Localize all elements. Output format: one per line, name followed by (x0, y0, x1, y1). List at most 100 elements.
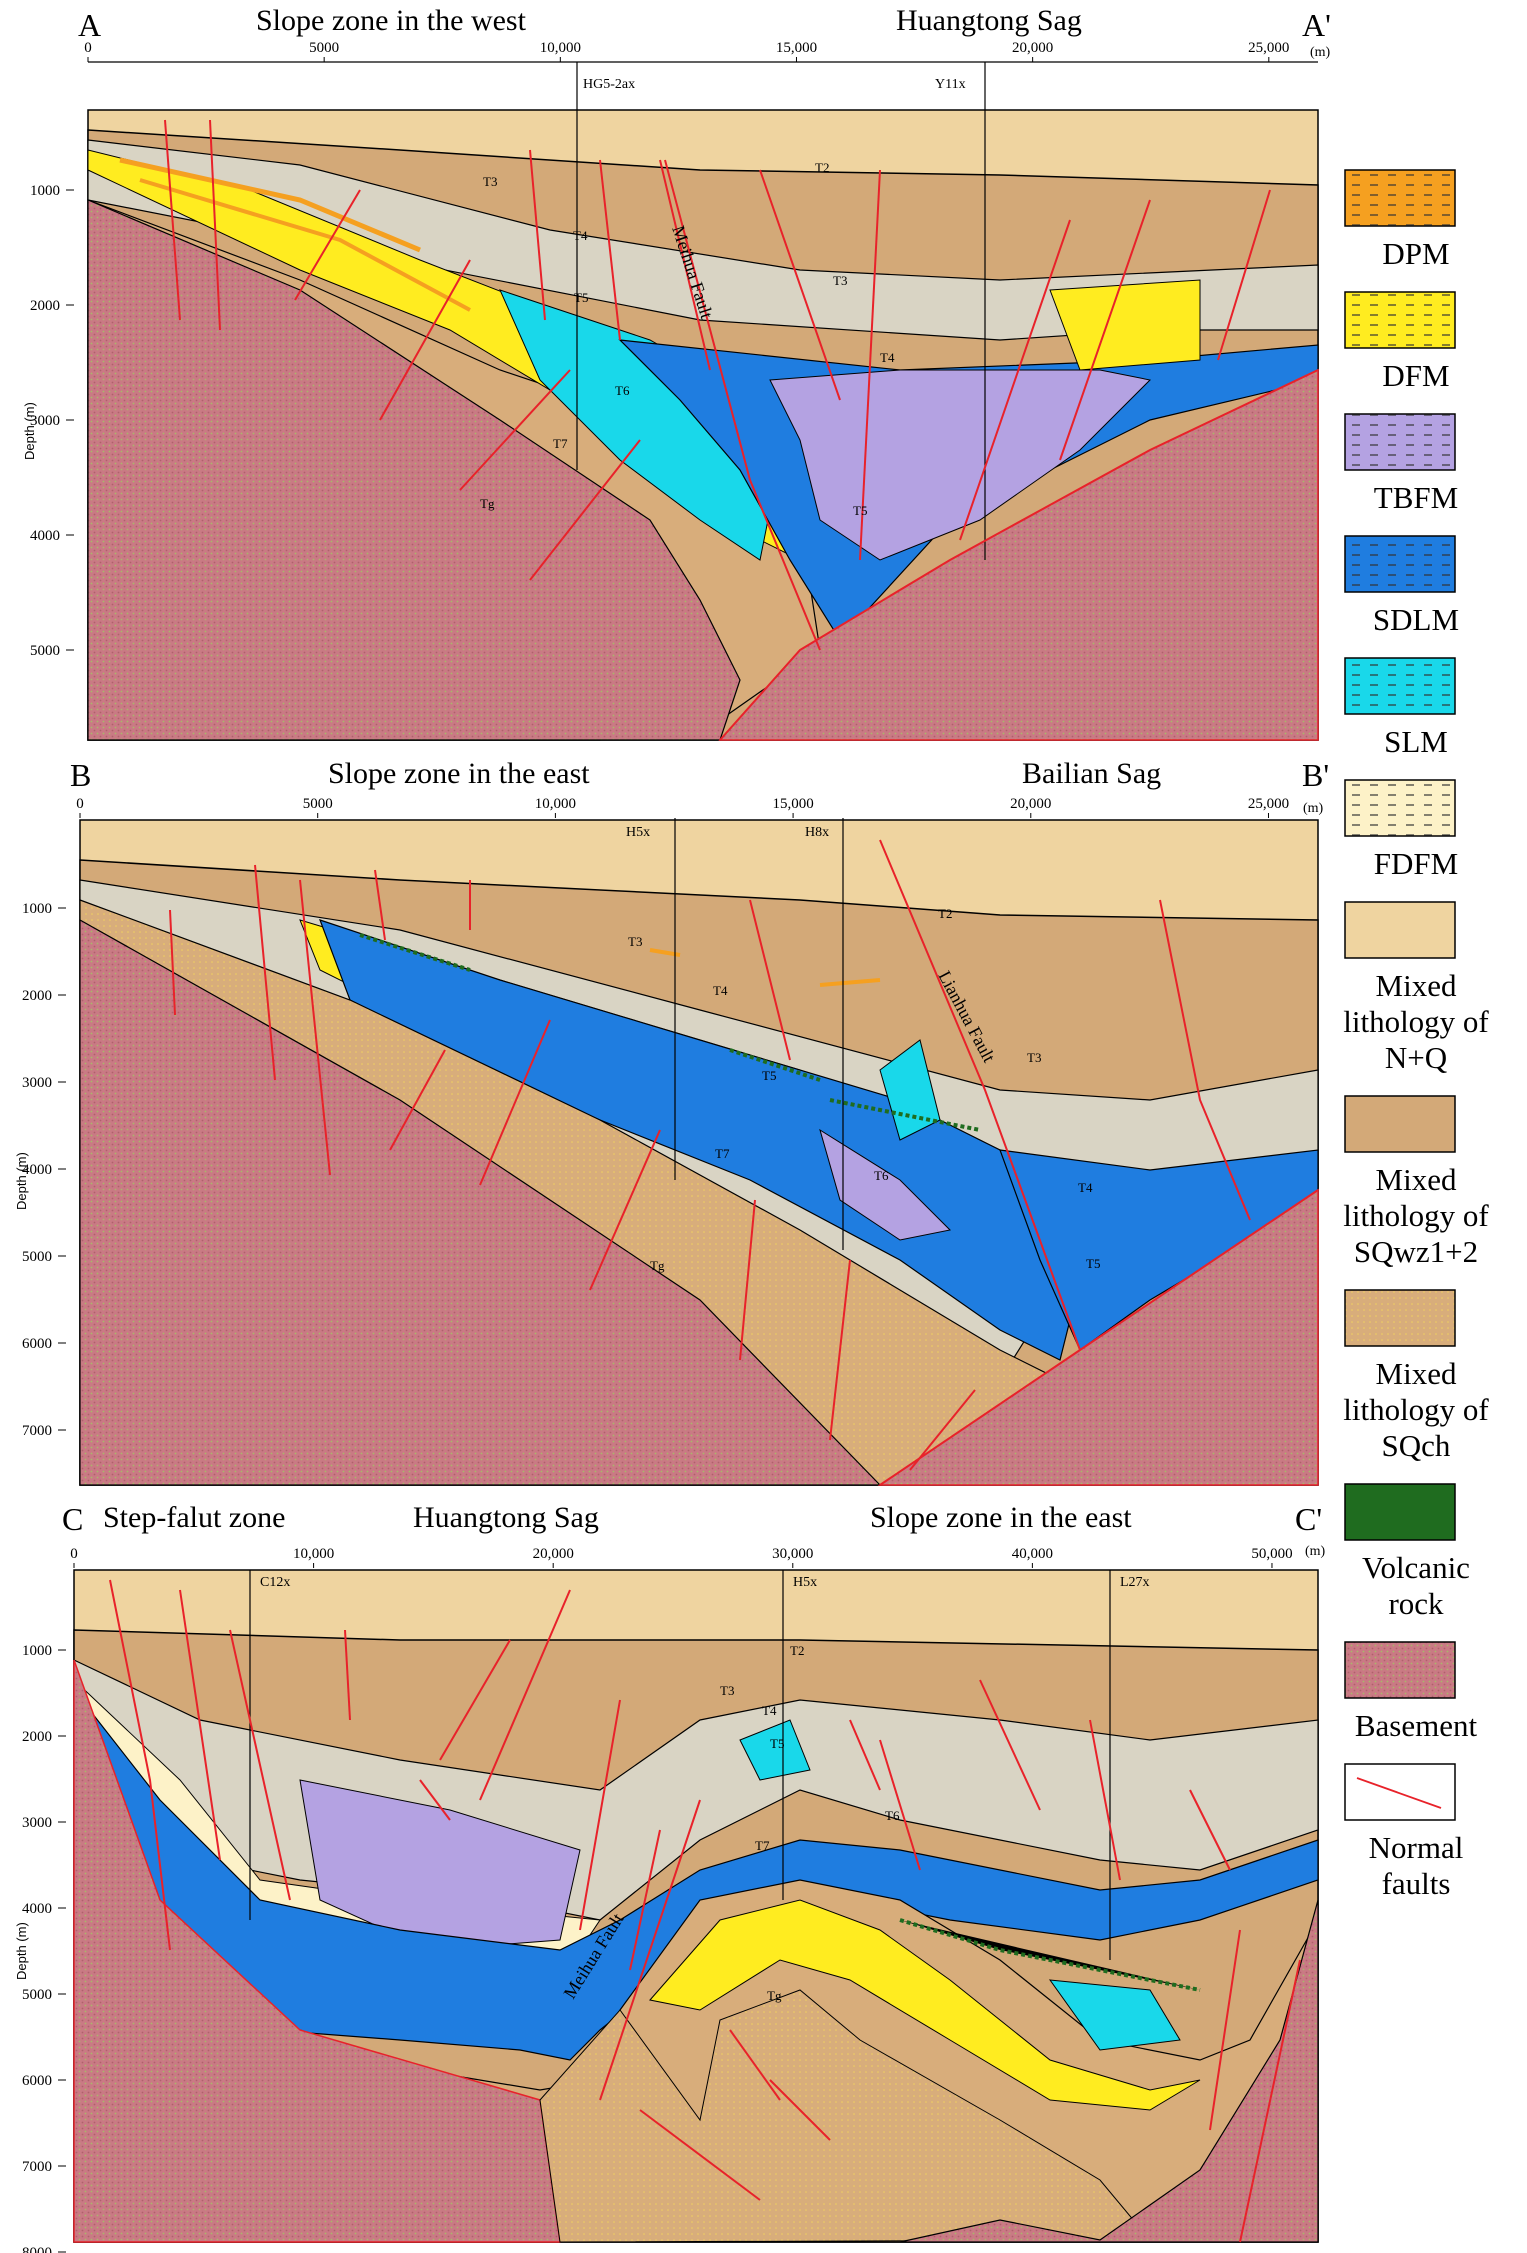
y-tick-label: 4000 (22, 1162, 52, 1178)
section-c-y-ticks: 1000 2000 3000 4000 5000 6000 7000 8000 (22, 1643, 66, 2253)
x-tick-label: 5000 (309, 40, 339, 56)
section-b-right-title: Bailian Sag (1022, 757, 1161, 790)
section-a-horizon: T3 (833, 273, 847, 288)
legend-item: TBFM (1344, 413, 1458, 515)
y-tick-label: 1000 (22, 1643, 52, 1659)
section-b-horizon: T2 (938, 906, 952, 921)
legend-label: DPM (1382, 236, 1449, 271)
section-b-horizon: T4 (713, 983, 728, 998)
section-b-horizon: T3 (1027, 1050, 1041, 1065)
legend-label: Mixed (1376, 968, 1457, 1003)
section-a-horizon: T4 (573, 228, 588, 243)
section-c: C Step-falut zone Huangtong Sag Slope zo… (14, 1501, 1326, 2253)
section-a-fdfm-layer (87, 139, 1319, 341)
x-tick-label: 10,000 (535, 796, 576, 812)
x-tick-label: 40,000 (1012, 1546, 1053, 1562)
legend-label: Volcanic (1362, 1550, 1470, 1585)
y-tick-label: 7000 (22, 2159, 52, 2175)
x-tick-label: 20,000 (1012, 40, 1053, 56)
legend-label: FDFM (1374, 846, 1458, 881)
section-b-horizon: T4 (1078, 1180, 1093, 1195)
section-a-horizon: T3 (483, 174, 497, 189)
section-a-left-title: Slope zone in the west (256, 4, 527, 37)
legend-swatch (1344, 901, 1456, 959)
x-tick-label: 50,000 (1251, 1546, 1292, 1562)
x-tick-label: 0 (84, 40, 92, 56)
legend-item: FDFM (1344, 779, 1458, 881)
section-c-horizon: T2 (790, 1643, 804, 1658)
legend-swatch (1344, 1095, 1456, 1153)
legend-label: SQwz1+2 (1354, 1234, 1478, 1269)
section-c-well-3: L27x (1120, 1575, 1150, 1590)
legend-label: DFM (1382, 358, 1449, 393)
legend-label: rock (1388, 1586, 1444, 1621)
x-tick-label: 10,000 (293, 1546, 334, 1562)
y-tick-label: 2000 (22, 988, 52, 1004)
section-a-horizon: T7 (553, 436, 568, 451)
section-c-faults (109, 1579, 1301, 2243)
section-b-horizon: T5 (1086, 1256, 1100, 1271)
section-a-horizon: T6 (615, 383, 630, 398)
legend-label: TBFM (1374, 480, 1458, 515)
section-c-right-title: Slope zone in the east (870, 1501, 1132, 1534)
section-a-horizon: T4 (880, 350, 895, 365)
legend-label: lithology of (1343, 1392, 1489, 1427)
section-b-horizon: T7 (715, 1146, 730, 1161)
y-tick-label: 2000 (22, 1729, 52, 1745)
x-tick-label: 15,000 (776, 40, 817, 56)
section-b-horizon: T3 (628, 934, 642, 949)
section-a-x-ticks: 0 5000 10,000 15,000 20,000 25,000 (84, 40, 1289, 62)
legend-swatch (1344, 1289, 1456, 1347)
y-tick-label: 7000 (22, 1423, 52, 1439)
legend-fault-line (1356, 1777, 1442, 1809)
y-tick-label: 4000 (30, 528, 60, 544)
section-a-horizon: Tg (480, 496, 495, 511)
y-tick-label: 6000 (22, 1336, 52, 1352)
legend-item: SDLM (1344, 535, 1459, 637)
y-tick-label: 8000 (22, 2245, 52, 2253)
section-b-faults (169, 839, 1319, 1486)
legend-label: Basement (1355, 1708, 1478, 1743)
legend-item: DFM (1344, 291, 1456, 393)
section-c-start-label: C (62, 1501, 83, 1537)
x-tick-label: 30,000 (772, 1546, 813, 1562)
x-tick-label: 25,000 (1248, 40, 1289, 56)
legend-swatch (1344, 1763, 1456, 1821)
y-tick-label: 4000 (22, 1901, 52, 1917)
section-b-horizon: T6 (874, 1168, 889, 1183)
legend-item: Basement (1344, 1641, 1478, 1743)
section-b-x-unit: (m) (1303, 801, 1324, 816)
section-c-horizon: T4 (762, 1703, 777, 1718)
legend-label: lithology of (1343, 1004, 1489, 1039)
legend-label: SQch (1382, 1428, 1451, 1463)
y-tick-label: 1000 (22, 901, 52, 917)
section-c-left-title: Step-falut zone (103, 1501, 285, 1534)
section-a-dfm-east (1049, 279, 1201, 371)
section-b-start-label: B (70, 757, 91, 793)
section-c-mid-title: Huangtong Sag (413, 1501, 599, 1534)
section-c-well-2: H5x (793, 1575, 817, 1590)
section-c-x-unit: (m) (1305, 1544, 1326, 1559)
legend-label: lithology of (1343, 1198, 1489, 1233)
section-a-well-2: Y11x (935, 77, 966, 92)
legend-label: Normal (1369, 1830, 1464, 1865)
section-b-left-title: Slope zone in the east (328, 757, 590, 790)
section-c-end-label: C' (1295, 1501, 1322, 1537)
section-a-x-unit: (m) (1310, 45, 1331, 60)
y-tick-label: 3000 (22, 1815, 52, 1831)
section-a-well-1: HG5-2ax (583, 77, 635, 92)
legend-item: SLM (1344, 657, 1456, 759)
section-c-horizon: T6 (885, 1808, 900, 1823)
y-tick-label: 1000 (30, 183, 60, 199)
section-a-basement (87, 199, 741, 741)
section-a-purple-body (769, 369, 1152, 561)
section-a-y-ticks: 1000 2000 3000 4000 5000 (30, 183, 74, 659)
section-b-end-label: B' (1302, 757, 1329, 793)
legend-label: SDLM (1373, 602, 1459, 637)
x-tick-label: 10,000 (540, 40, 581, 56)
section-c-horizon: Tg (767, 1988, 782, 2003)
section-a-horizon: T5 (853, 503, 867, 518)
legend-label: Mixed (1376, 1162, 1457, 1197)
